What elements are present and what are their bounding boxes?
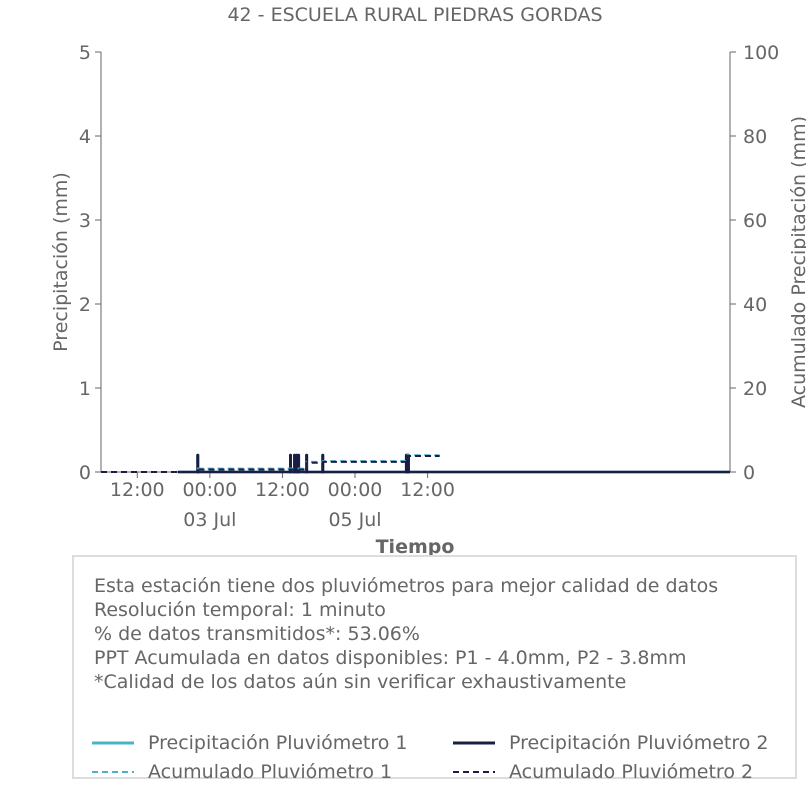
info-line-resolution: Resolución temporal: 1 minuto	[94, 599, 386, 621]
y-tick-label-left: 3	[79, 210, 91, 232]
x-tick-label: 12:00	[110, 479, 165, 501]
x-tick-date-label: 03 Jul	[183, 509, 236, 531]
y-tick-label-right: 60	[743, 210, 767, 232]
y-tick-label-left: 0	[79, 462, 91, 484]
y-axis-right-label: Acumulado Precipitación (mm)	[788, 116, 806, 408]
x-tick-label: 00:00	[182, 479, 237, 501]
legend-label: Acumulado Pluviómetro 1	[148, 761, 393, 783]
x-tick-label: 12:00	[255, 479, 310, 501]
y-tick-label-left: 4	[79, 126, 91, 148]
chart-marks	[101, 453, 730, 474]
legend-label: Acumulado Pluviómetro 2	[509, 761, 754, 783]
chart-axes: 0 1 2 3 4 5 0 20 40 60 80 100 12:00 00:00 03 Jul 12:00 0…	[79, 42, 779, 531]
x-tick-label: 12:00	[400, 479, 455, 501]
station-info: Esta estación tiene dos pluviómetros par…	[94, 574, 718, 694]
legend-swatch-solid-light	[92, 741, 134, 745]
y-tick-label-right: 0	[743, 462, 755, 484]
y-tick-label-right: 100	[743, 42, 779, 64]
info-line-accumulated: PPT Acumulada en datos disponibles: P1 -…	[94, 647, 687, 669]
y-tick-label-right: 80	[743, 126, 767, 148]
info-line-dual-gauge: Esta estación tiene dos pluviómetros par…	[94, 575, 719, 597]
y-tick-label-left: 1	[79, 378, 91, 400]
accumulated-line	[101, 455, 440, 473]
legend-label: Precipitación Pluviómetro 2	[509, 732, 769, 754]
legend-swatch-dashed-light	[92, 771, 134, 773]
rainfall-chart: 42 - ESCUELA RURAL PIEDRAS GORDAS 0 1 2 3 4 5…	[50, 4, 806, 558]
x-tick-label: 00:00	[328, 479, 383, 501]
x-tick-date-label: 05 Jul	[328, 509, 381, 531]
y-tick-label-right: 20	[743, 378, 767, 400]
y-tick-label-right: 40	[743, 294, 767, 316]
legend-swatch-solid-dark	[453, 741, 495, 745]
info-line-transmitted: % de datos transmitidos*: 53.06%	[94, 623, 420, 645]
chart-title: 42 - ESCUELA RURAL PIEDRAS GORDAS	[227, 4, 602, 26]
x-axis-label: Tiempo	[376, 536, 455, 558]
y-tick-label-left: 2	[79, 294, 91, 316]
info-line-quality-note: *Calidad de los datos aún sin verificar …	[94, 671, 627, 693]
y-tick-label-left: 5	[79, 42, 91, 64]
legend-label: Precipitación Pluviómetro 1	[148, 732, 408, 754]
y-axis-left-label: Precipitación (mm)	[50, 172, 72, 352]
legend-swatch-dashed-dark	[453, 771, 495, 773]
info-legend-panel: Esta estación tiene dos pluviómetros par…	[72, 555, 797, 783]
